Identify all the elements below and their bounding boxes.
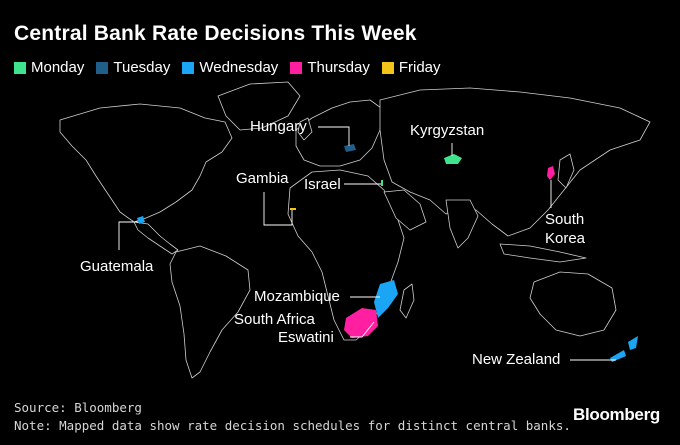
label-gambia: Gambia	[236, 170, 289, 187]
bloomberg-logo: Bloomberg	[572, 405, 660, 424]
region-gambia	[290, 208, 296, 210]
india-outline	[445, 199, 479, 249]
legend-label-friday: Friday	[398, 59, 441, 76]
australia-outline	[529, 271, 617, 337]
region-israel	[381, 180, 383, 186]
label-kyrgyzstan: Kyrgyzstan	[410, 122, 485, 139]
legend-label-monday: Monday	[31, 59, 85, 76]
leader-gambia	[263, 192, 293, 226]
region-south-africa	[344, 308, 378, 338]
legend-label-tuesday: Tuesday	[113, 59, 171, 76]
leader-guatemala	[118, 221, 138, 250]
legend-item-monday: Monday	[14, 59, 84, 76]
madagascar-outline	[399, 283, 415, 319]
label-hungary: Hungary	[250, 118, 307, 135]
legend-swatch-tuesday	[96, 61, 109, 74]
legend-swatch-monday	[14, 61, 26, 74]
region-eswatini	[372, 318, 376, 322]
indonesia-outline	[499, 243, 587, 263]
region-mozambique	[374, 280, 398, 318]
label-mozambique: Mozambique	[254, 288, 340, 305]
note-text: Note: Mapped data show rate decision sch…	[14, 418, 571, 433]
label-eswatini: Eswatini	[278, 329, 334, 346]
label-new-zealand: New Zealand	[472, 351, 561, 368]
land-outlines	[59, 81, 651, 379]
source-text: Source: Bloomberg	[14, 400, 142, 415]
legend-swatch-thursday	[290, 61, 303, 74]
legend-item-thursday: Thursday	[290, 59, 370, 76]
arabia-outline	[383, 189, 427, 231]
legend-item-wednesday: Wednesday	[182, 59, 278, 76]
legend-swatch-friday	[381, 61, 394, 74]
leader-lines	[118, 126, 616, 361]
label-guatemala: Guatemala	[80, 258, 154, 275]
legend: Monday Tuesday Wednesday Thursday Friday	[14, 59, 441, 76]
japan-outline	[557, 153, 575, 189]
central-america-outline	[133, 221, 179, 255]
region-new-zealand	[610, 336, 638, 362]
legend-swatch-wednesday	[182, 61, 195, 74]
label-south-africa: South Africa	[234, 311, 315, 328]
region-guatemala	[137, 216, 145, 224]
leader-eswatini	[350, 321, 375, 338]
chart-title: Central Bank Rate Decisions This Week	[14, 22, 417, 45]
legend-item-tuesday: Tuesday	[96, 59, 170, 76]
label-israel: Israel	[304, 176, 341, 193]
label-south-korea: South Korea	[545, 211, 586, 247]
region-hungary	[344, 144, 356, 152]
north-america-outline	[59, 103, 233, 223]
legend-label-wednesday: Wednesday	[199, 59, 279, 76]
legend-label-thursday: Thursday	[307, 59, 370, 76]
asia-outline	[379, 87, 651, 237]
leader-hungary	[318, 126, 350, 146]
europe-outline	[295, 99, 385, 167]
south-america-outline	[169, 245, 251, 379]
greenland-outline	[217, 81, 301, 131]
legend-item-friday: Friday	[381, 59, 441, 76]
region-south-korea	[547, 166, 555, 180]
region-kyrgyzstan	[444, 154, 462, 164]
uk-outline	[297, 117, 313, 141]
